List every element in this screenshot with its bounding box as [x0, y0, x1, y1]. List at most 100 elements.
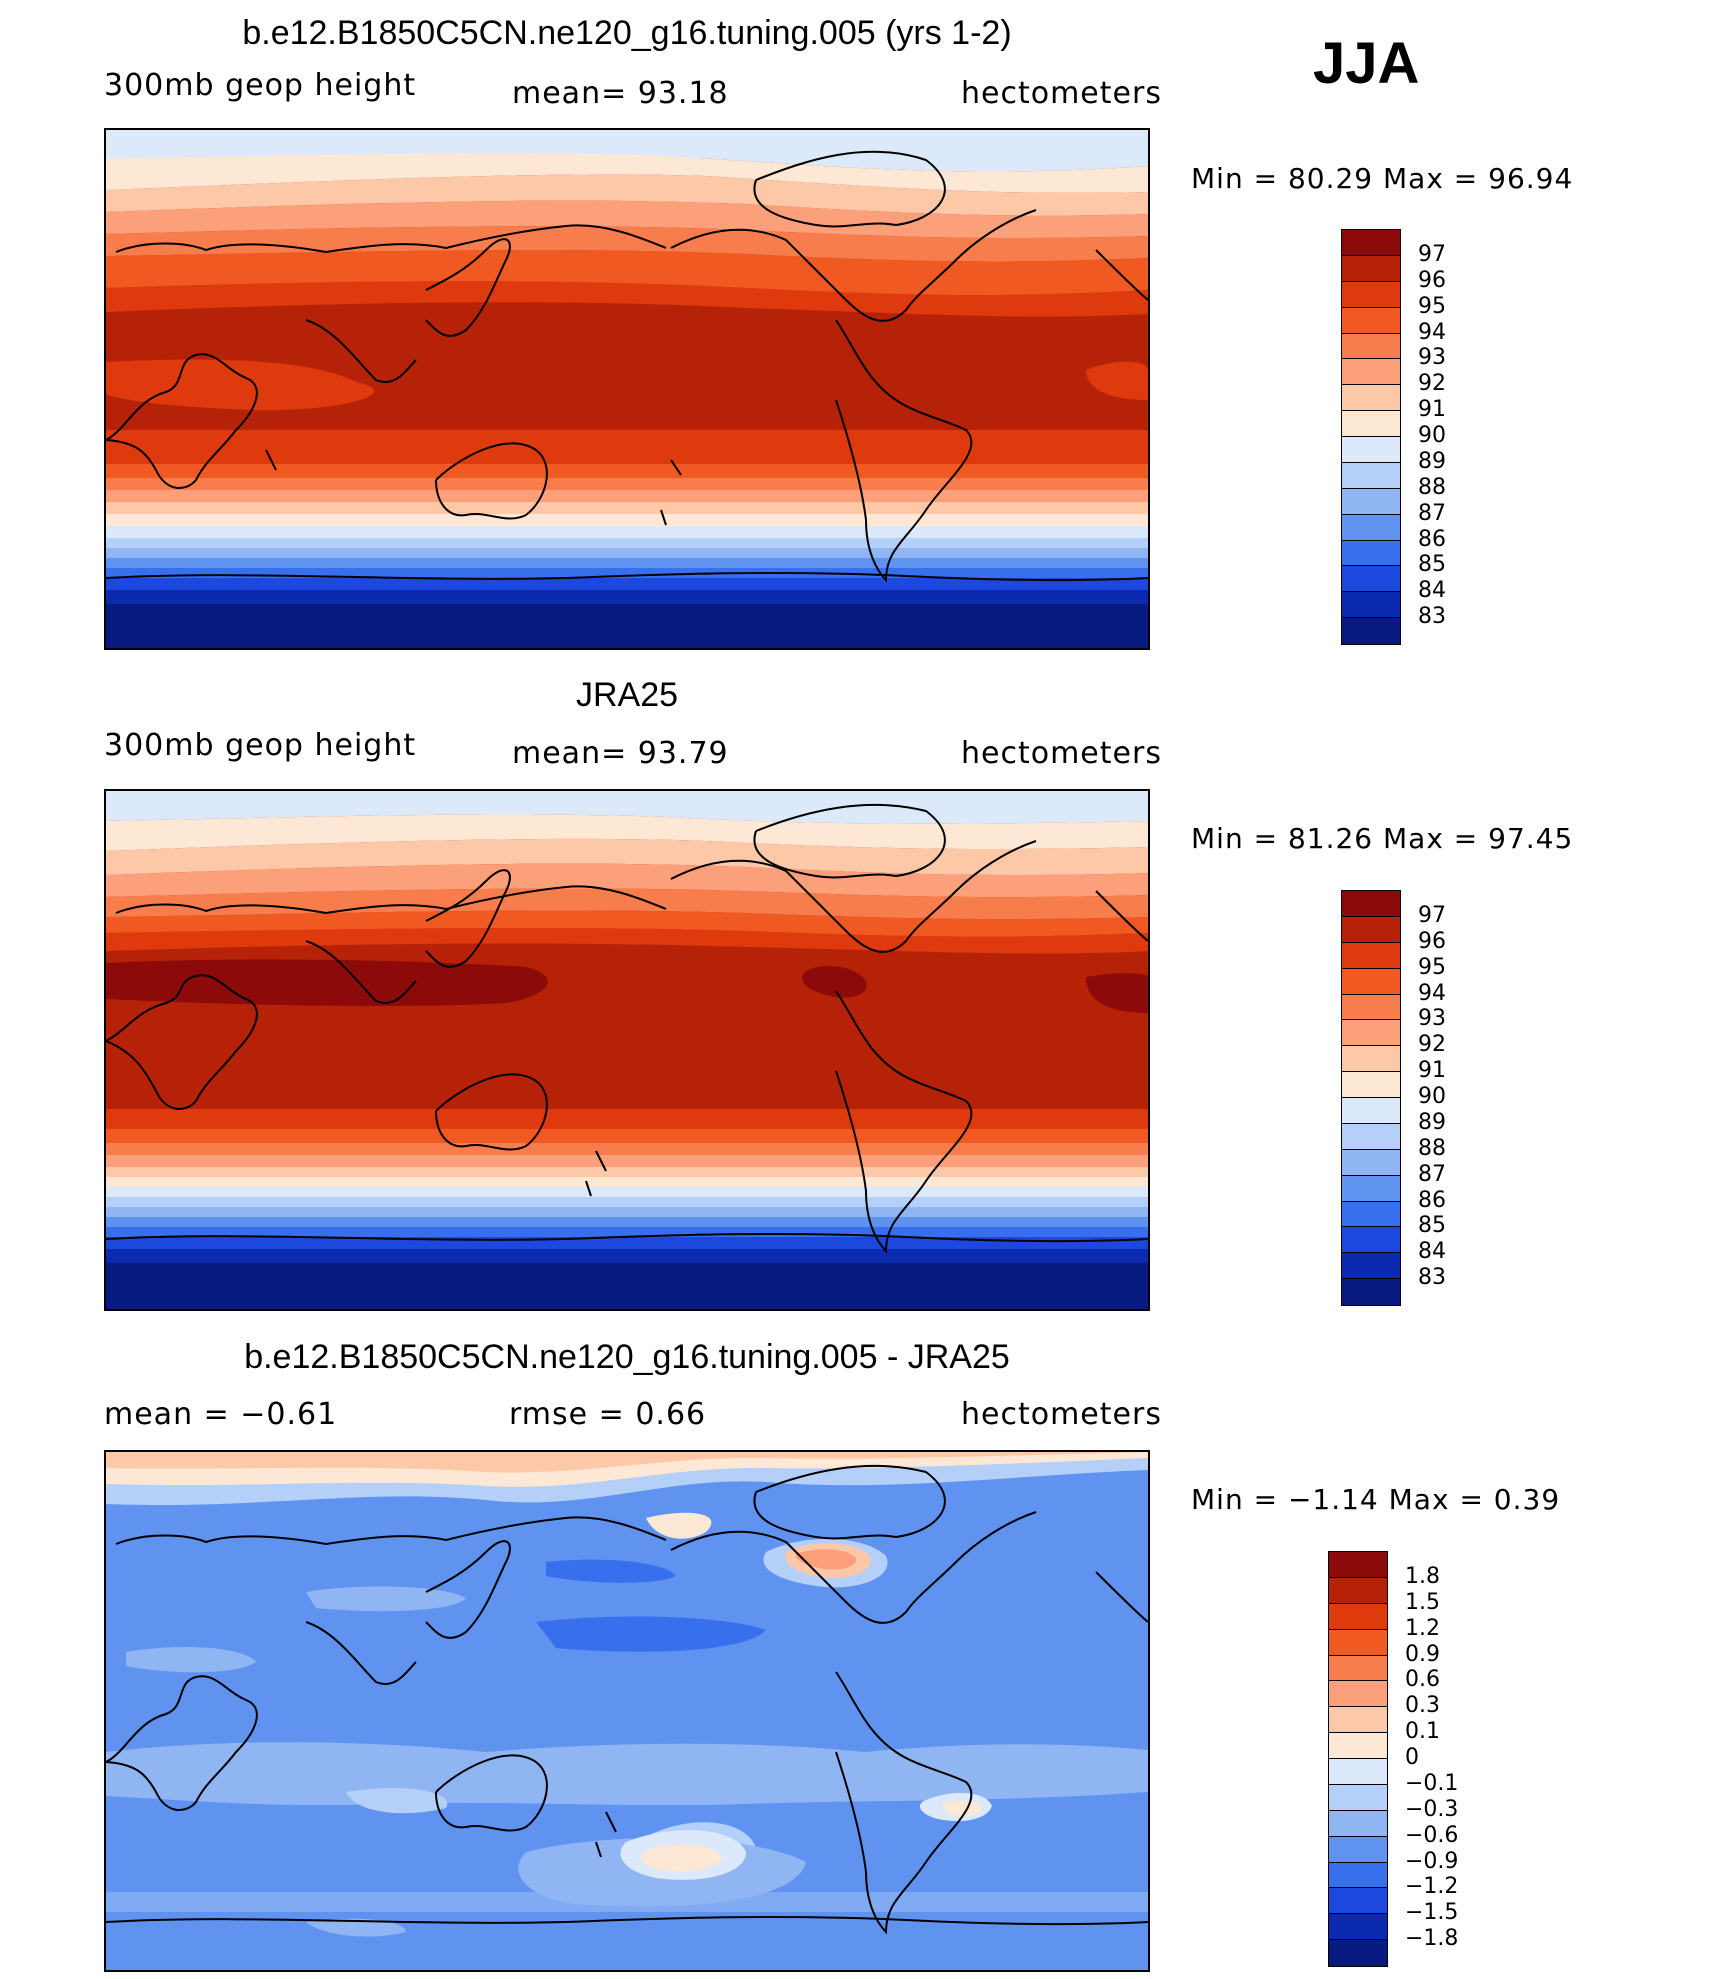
colorbar-label: 84 [1418, 1239, 1446, 1265]
colorbar-label: 91 [1418, 397, 1446, 423]
colorbar-label: 0.9 [1405, 1641, 1440, 1667]
colorbar-label: 88 [1418, 1135, 1446, 1161]
panel-model-title: b.e12.B1850C5CN.ne120_g16.tuning.005 (yr… [242, 14, 1012, 52]
colorbar-swatch [1342, 1098, 1400, 1124]
colorbar-swatch [1342, 1227, 1400, 1254]
colorbar-swatch [1342, 1123, 1400, 1150]
colorbar-label: 86 [1418, 1187, 1446, 1213]
colorbar-label: 96 [1418, 928, 1446, 954]
colorbar-swatch [1342, 994, 1400, 1021]
panel-diff-mean: mean = −0.61 [104, 1397, 338, 1432]
colorbar-swatch [1342, 540, 1400, 567]
colorbar-swatch [1329, 1629, 1387, 1656]
panel-model-mean: mean= 93.18 [512, 76, 729, 111]
colorbar-label: 1.8 [1405, 1563, 1440, 1589]
panel-obs-variable: 300mb geop height [104, 728, 417, 763]
colorbar-label: 92 [1418, 371, 1446, 397]
colorbar-label: 87 [1418, 500, 1446, 526]
panel-diff-minmax: Min = −1.14 Max = 0.39 [1191, 1483, 1561, 1516]
colorbar-swatch [1329, 1552, 1387, 1578]
colorbar-label: 89 [1418, 1109, 1446, 1135]
colorbar-swatch [1342, 488, 1400, 515]
colorbar-label: 94 [1418, 980, 1446, 1006]
colorbar-swatch [1342, 333, 1400, 360]
colorbar-swatch [1342, 891, 1400, 917]
colorbar-swatch [1329, 1681, 1387, 1708]
panel-obs-units: hectometers [961, 736, 1162, 771]
colorbar-swatch [1329, 1733, 1387, 1759]
colorbar-swatch [1342, 618, 1400, 644]
colorbar-swatch [1342, 411, 1400, 437]
colorbar-label: 93 [1418, 345, 1446, 371]
colorbar-label: 89 [1418, 448, 1446, 474]
colorbar-label: 85 [1418, 1213, 1446, 1239]
colorbar-label: 0.1 [1405, 1719, 1440, 1745]
panel-obs-colorbar-labels: 97 96 95 94 93 92 91 90 89 88 87 86 85 84 83 [1418, 890, 1478, 1304]
colorbar-swatch [1342, 1020, 1400, 1047]
colorbar-swatch [1329, 1603, 1387, 1630]
colorbar-swatch [1342, 230, 1400, 256]
colorbar-swatch [1342, 942, 1400, 969]
colorbar-swatch [1342, 1046, 1400, 1073]
colorbar-label: 87 [1418, 1161, 1446, 1187]
colorbar-swatch [1329, 1577, 1387, 1604]
colorbar-swatch [1342, 281, 1400, 308]
colorbar-label: 1.2 [1405, 1615, 1440, 1641]
colorbar-swatch [1329, 1707, 1387, 1734]
colorbar-label: 92 [1418, 1032, 1446, 1058]
colorbar-label: −0.9 [1405, 1848, 1459, 1874]
panel-model-colorbar [1341, 229, 1401, 645]
panel-obs-colorbar [1341, 890, 1401, 1306]
colorbar-label: −0.6 [1405, 1822, 1459, 1848]
colorbar-label: 90 [1418, 1084, 1446, 1109]
panel-model-colorbar-labels: 97 96 95 94 93 92 91 90 89 88 87 86 85 84 83 [1418, 229, 1478, 643]
panel-diff-colorbar [1328, 1551, 1388, 1967]
colorbar-swatch [1342, 916, 1400, 943]
colorbar-swatch [1342, 1201, 1400, 1228]
colorbar-swatch [1329, 1759, 1387, 1785]
season-label: JJA [1313, 31, 1420, 96]
colorbar-label: 91 [1418, 1058, 1446, 1084]
colorbar-label: 0.3 [1405, 1693, 1440, 1719]
colorbar-label: −1.2 [1405, 1874, 1459, 1900]
colorbar-label: 85 [1418, 552, 1446, 578]
colorbar-label: −0.3 [1405, 1796, 1459, 1822]
panel-diff-rmse: rmse = 0.66 [509, 1397, 707, 1432]
panel-obs-mean: mean= 93.79 [512, 736, 729, 771]
colorbar-swatch [1329, 1655, 1387, 1682]
colorbar-swatch [1342, 307, 1400, 334]
colorbar-label: 0 [1405, 1745, 1419, 1770]
colorbar-swatch [1342, 255, 1400, 282]
panel-model-units: hectometers [961, 76, 1162, 111]
colorbar-swatch [1329, 1810, 1387, 1837]
colorbar-label: 83 [1418, 1265, 1446, 1291]
colorbar-label: 88 [1418, 474, 1446, 500]
colorbar-label: −1.8 [1405, 1926, 1459, 1952]
panel-diff-colorbar-labels: 1.8 1.5 1.2 0.9 0.6 0.3 0.1 0 −0.1 −0.3 −0.6 −0.9 −1… [1405, 1551, 1475, 1965]
panel-obs-map [104, 789, 1150, 1311]
colorbar-label: −1.5 [1405, 1900, 1459, 1926]
panel-model-map [104, 128, 1150, 650]
colorbar-swatch [1342, 437, 1400, 463]
colorbar-label: 97 [1418, 902, 1446, 928]
colorbar-swatch [1342, 359, 1400, 386]
colorbar-swatch [1329, 1862, 1387, 1889]
colorbar-swatch [1342, 1072, 1400, 1098]
colorbar-swatch [1342, 968, 1400, 995]
colorbar-swatch [1342, 1175, 1400, 1202]
colorbar-swatch [1329, 1784, 1387, 1811]
panel-model-variable: 300mb geop height [104, 68, 417, 103]
colorbar-swatch [1342, 592, 1400, 619]
panel-obs-title: JRA25 [575, 676, 679, 714]
colorbar-swatch [1342, 462, 1400, 489]
colorbar-swatch [1329, 1836, 1387, 1863]
panel-diff-map [104, 1450, 1150, 1972]
colorbar-swatch [1342, 1253, 1400, 1280]
colorbar-label: 97 [1418, 241, 1446, 267]
colorbar-label: 93 [1418, 1006, 1446, 1032]
panel-model-minmax: Min = 80.29 Max = 96.94 [1191, 162, 1574, 195]
panel-diff-units: hectometers [961, 1397, 1162, 1432]
colorbar-label: 86 [1418, 526, 1446, 552]
colorbar-swatch [1342, 566, 1400, 593]
colorbar-label: 83 [1418, 604, 1446, 630]
